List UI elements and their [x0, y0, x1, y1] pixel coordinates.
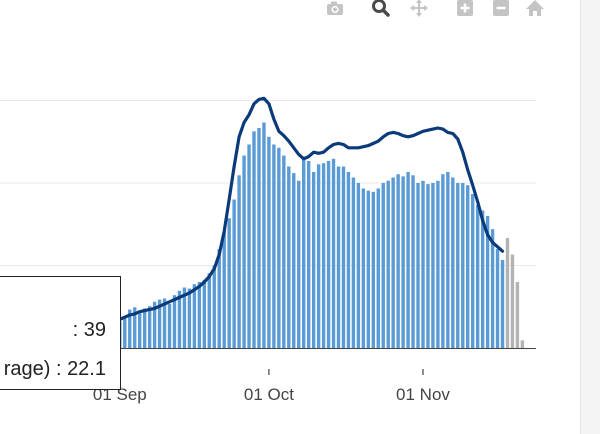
bar[interactable]: [152, 301, 157, 348]
bar[interactable]: [252, 131, 256, 348]
bar[interactable]: [366, 190, 371, 348]
bar[interactable]: [426, 184, 430, 348]
bar[interactable]: [361, 188, 366, 349]
bar[interactable]: [197, 282, 202, 348]
bar[interactable]: [292, 173, 296, 348]
bar[interactable]: [401, 176, 405, 348]
bars[interactable]: [88, 122, 525, 349]
bar[interactable]: [172, 295, 177, 348]
bar[interactable]: [466, 185, 470, 348]
bar[interactable]: [262, 122, 266, 349]
bar[interactable]: [287, 166, 291, 349]
bar[interactable]: [237, 175, 241, 348]
bar[interactable]: [421, 180, 425, 348]
bar[interactable]: [381, 183, 385, 348]
bar[interactable]: [431, 183, 435, 348]
bar[interactable]: [316, 164, 321, 348]
bar-provisional[interactable]: [505, 238, 510, 348]
bar[interactable]: [247, 144, 251, 349]
bar[interactable]: [232, 199, 236, 349]
bar[interactable]: [356, 183, 361, 348]
bar[interactable]: [311, 172, 316, 348]
modebar: [308, 0, 556, 20]
bar[interactable]: [411, 175, 415, 348]
bar[interactable]: [336, 166, 341, 349]
x-tick-label: 01 Nov: [396, 385, 450, 404]
bar[interactable]: [386, 180, 390, 348]
bar[interactable]: [351, 177, 356, 349]
bar[interactable]: [128, 309, 132, 349]
right-scroll-strip: [580, 0, 600, 434]
bar[interactable]: [495, 249, 500, 348]
bar[interactable]: [267, 136, 271, 348]
bar[interactable]: [416, 183, 420, 348]
bar[interactable]: [142, 308, 147, 348]
bar[interactable]: [500, 260, 505, 348]
bar[interactable]: [162, 298, 167, 349]
bar[interactable]: [331, 158, 336, 348]
bar-provisional[interactable]: [520, 340, 525, 348]
bar-provisional[interactable]: [515, 282, 520, 348]
bar[interactable]: [456, 183, 460, 348]
bar[interactable]: [485, 216, 490, 348]
bar[interactable]: [490, 229, 495, 348]
bar[interactable]: [182, 287, 187, 349]
bar[interactable]: [346, 172, 351, 348]
bar[interactable]: [167, 304, 172, 348]
zoom-out-icon[interactable]: [490, 0, 512, 20]
hover-tooltip: : 39 rage) : 22.1: [0, 276, 121, 390]
bar[interactable]: [202, 279, 207, 348]
bar[interactable]: [187, 288, 192, 348]
seven-day-average-line[interactable]: [88, 96, 505, 335]
camera-icon[interactable]: [324, 0, 346, 20]
bar[interactable]: [222, 231, 226, 348]
bar[interactable]: [123, 316, 127, 348]
bar[interactable]: [242, 155, 246, 349]
bar-provisional[interactable]: [510, 254, 515, 349]
x-axis-ticks: 01 Sep 01 Oct 01 Nov: [93, 369, 450, 404]
home-icon[interactable]: [524, 0, 546, 20]
bar[interactable]: [451, 177, 455, 349]
bar[interactable]: [446, 172, 450, 348]
seven-day-average-layer[interactable]: [88, 96, 505, 335]
x-tick-label: 01 Oct: [244, 385, 294, 404]
bar[interactable]: [391, 177, 395, 349]
bar[interactable]: [257, 128, 261, 348]
bar[interactable]: [207, 273, 211, 348]
zoom-in-icon[interactable]: [454, 0, 476, 20]
bar[interactable]: [321, 163, 326, 348]
bar[interactable]: [282, 155, 286, 349]
bar[interactable]: [470, 194, 475, 348]
bar[interactable]: [212, 265, 216, 349]
hover-count-value: : 39: [72, 319, 106, 341]
bar[interactable]: [138, 310, 142, 348]
bar[interactable]: [297, 180, 301, 348]
bar[interactable]: [371, 191, 375, 348]
bar[interactable]: [277, 147, 281, 348]
bar[interactable]: [133, 307, 137, 348]
bar[interactable]: [396, 174, 400, 348]
bar[interactable]: [461, 183, 465, 348]
bar[interactable]: [147, 306, 152, 348]
bar[interactable]: [302, 156, 306, 348]
bar[interactable]: [406, 172, 410, 348]
bar[interactable]: [480, 210, 485, 349]
bar[interactable]: [441, 174, 445, 348]
bar[interactable]: [326, 161, 331, 348]
bar[interactable]: [272, 144, 276, 349]
bar[interactable]: [217, 249, 221, 348]
bar[interactable]: [227, 218, 231, 348]
bar[interactable]: [177, 290, 182, 348]
bar[interactable]: [475, 205, 480, 348]
hover-average-value: rage) : 22.1: [3, 358, 106, 380]
bar[interactable]: [306, 161, 311, 348]
bar[interactable]: [192, 284, 197, 348]
bar[interactable]: [436, 180, 440, 348]
bar[interactable]: [157, 299, 162, 348]
bar[interactable]: [341, 166, 346, 349]
bar[interactable]: [376, 188, 380, 349]
zoom-icon[interactable]: [370, 0, 392, 20]
pan-icon[interactable]: [408, 0, 430, 20]
